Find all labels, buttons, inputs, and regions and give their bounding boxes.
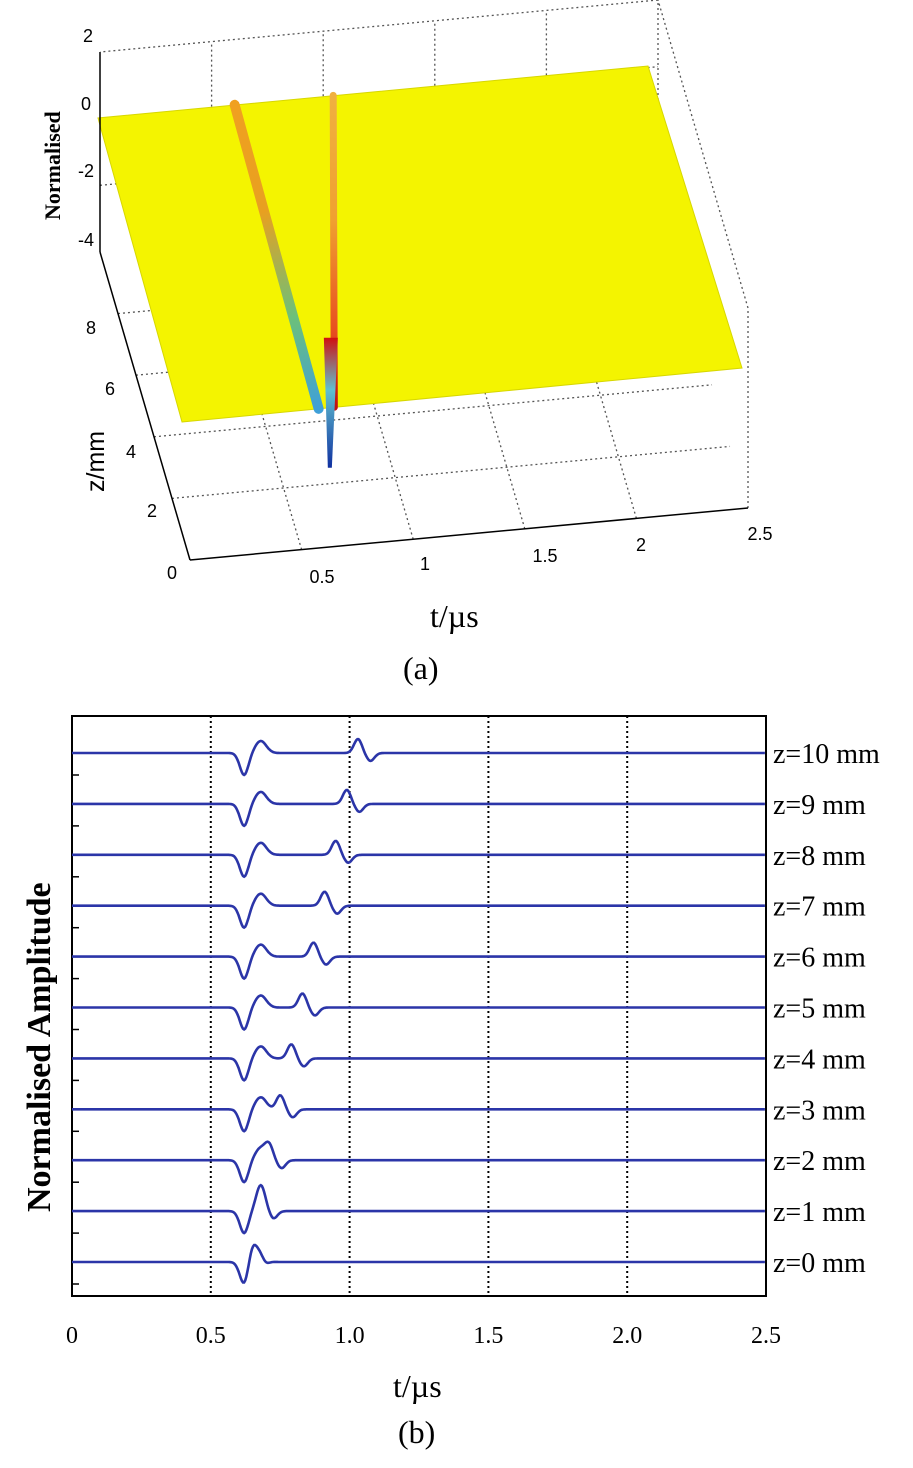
panel-b-xlabel: t/µs <box>393 1368 442 1404</box>
b-series-line <box>72 1243 765 1284</box>
panel-b-x-tick-labels: 0 0.5 1.0 1.5 2.0 2.5 <box>66 1323 781 1349</box>
b-series-line <box>72 941 765 981</box>
a-x-tick-label: 0.5 <box>309 567 334 587</box>
b-x-tick-label: 0 <box>66 1323 78 1349</box>
panel-a-surface-plot: 0.5 1 1.5 2 2.5 0 2 4 6 8 2 0 -2 -4 Normalised z/mm t… <box>40 0 773 686</box>
panel-a-surface <box>97 65 743 468</box>
panel-a-tick-labels: 0.5 1 1.5 2 2.5 0 2 4 6 8 2 0 -2 -4 <box>78 26 773 587</box>
panel-b-waveform-plot: z=10 mm z=9 mm z=8 mm z=7 mm z=6 mm z=5 mm z=4… <box>21 715 880 1450</box>
panel-a-zlabel: Normalised <box>40 111 65 220</box>
panel-b-series-lines <box>72 737 765 1284</box>
b-series-line <box>72 1140 765 1184</box>
a-z-tick-label: -2 <box>78 161 94 181</box>
b-series-line <box>72 890 765 930</box>
b-series-label: z=10 mm <box>773 739 880 770</box>
b-x-tick-label: 2.5 <box>751 1323 781 1349</box>
a-y-tick-label: 4 <box>126 442 136 462</box>
a-z-tick-label: -4 <box>78 230 94 250</box>
b-series-line <box>72 839 765 879</box>
b-series-line <box>72 992 765 1031</box>
panel-b-grid <box>209 716 629 1296</box>
b-x-tick-label: 1.5 <box>473 1323 503 1349</box>
a-floor-gridline-z <box>171 445 731 500</box>
a-z-tick-label: 0 <box>81 94 91 114</box>
panel-b-left-ticks <box>72 774 79 1285</box>
b-series-label: z=5 mm <box>773 994 866 1025</box>
b-x-tick-label: 0.5 <box>196 1323 226 1349</box>
a-surface-plane <box>97 65 743 423</box>
a-central-spike <box>323 337 338 468</box>
b-series-label: z=3 mm <box>773 1095 866 1126</box>
a-y-tick-label: 8 <box>86 318 96 338</box>
a-ridge-1 <box>229 99 324 414</box>
b-series-line <box>72 737 765 777</box>
b-series-label: z=4 mm <box>773 1044 866 1075</box>
b-series-label: z=7 mm <box>773 892 866 923</box>
a-x-tick-label: 2 <box>636 535 646 555</box>
panel-a-ylabel: z/mm <box>82 431 110 492</box>
b-series-line <box>72 1094 765 1133</box>
b-x-tick-label: 2.0 <box>612 1323 642 1349</box>
a-y-tick-label: 6 <box>105 379 115 399</box>
panel-a-caption: (a) <box>403 650 439 686</box>
a-x-tick-label: 1 <box>420 554 430 574</box>
panel-b-caption: (b) <box>398 1414 435 1450</box>
b-series-label: z=0 mm <box>773 1248 866 1279</box>
a-x-tick-label: 2.5 <box>747 524 772 544</box>
a-y-tick-label: 2 <box>147 501 157 521</box>
b-x-tick-label: 1.0 <box>335 1323 365 1349</box>
panel-b-ylabel: Normalised Amplitude <box>21 882 58 1212</box>
a-x-tick-label: 1.5 <box>532 546 557 566</box>
panel-b-plot-frame <box>71 715 767 1297</box>
b-series-line <box>72 788 765 828</box>
b-series-label: z=8 mm <box>773 841 866 872</box>
a-floor-gridline-z <box>153 384 713 438</box>
a-box-edge <box>657 0 749 309</box>
panel-a-axes-box <box>99 52 749 561</box>
panel-a-xlabel: t/µs <box>430 598 479 634</box>
b-series-line <box>72 1043 765 1082</box>
b-series-label: z=1 mm <box>773 1197 866 1228</box>
b-series-label: z=6 mm <box>773 943 866 974</box>
a-z-tick-label: 2 <box>83 26 93 46</box>
a-y-tick-label: 0 <box>167 563 177 583</box>
panel-b-series-labels: z=10 mm z=9 mm z=8 mm z=7 mm z=6 mm z=5 mm z=4… <box>773 739 880 1279</box>
b-series-label: z=9 mm <box>773 790 866 821</box>
b-series-line <box>72 1183 765 1235</box>
a-box-edge <box>99 0 659 53</box>
b-series-label: z=2 mm <box>773 1146 866 1177</box>
